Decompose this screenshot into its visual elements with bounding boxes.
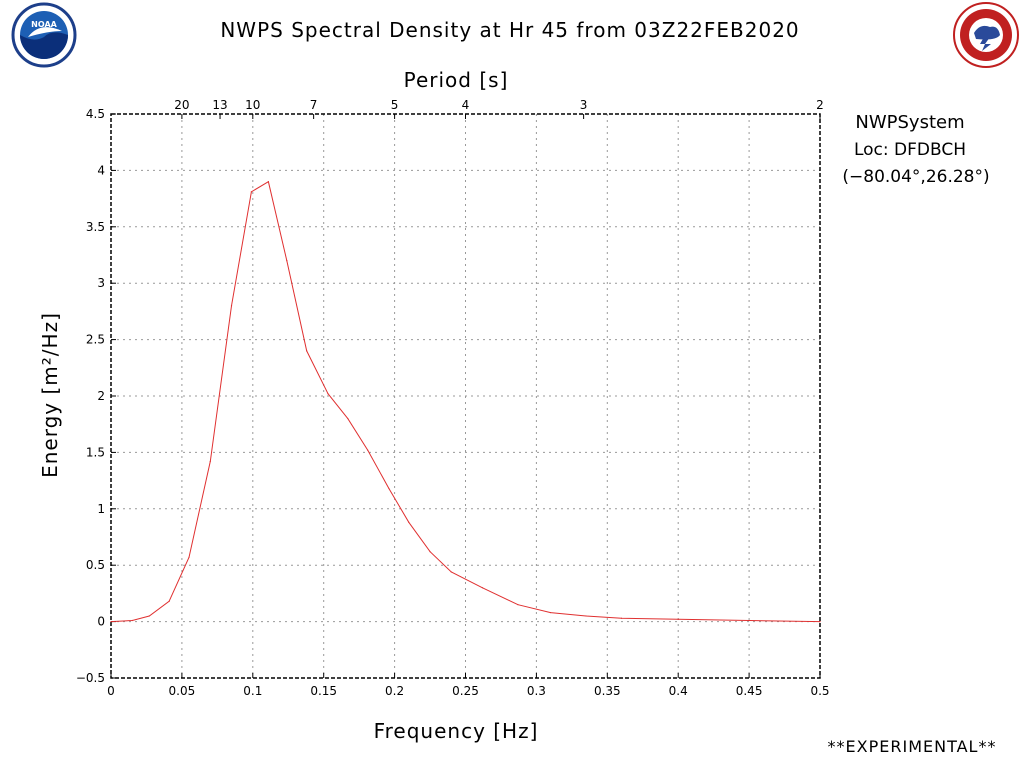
x2-axis-title: Period [s] xyxy=(404,68,509,92)
data-point xyxy=(620,617,623,619)
x-tick-label: 0.5 xyxy=(810,684,829,698)
data-point xyxy=(549,611,552,614)
data-point xyxy=(819,621,821,623)
data-point xyxy=(347,417,349,420)
period-tick-label: 10 xyxy=(245,98,260,112)
data-point xyxy=(209,460,211,463)
x-tick-label: 0 xyxy=(107,684,115,698)
x-tick-label: 0.4 xyxy=(669,684,688,698)
system-name: NWPSystem xyxy=(855,112,964,133)
axes xyxy=(110,113,821,679)
x-tick-label: 0.1 xyxy=(243,684,262,698)
x-tick-label: 0.05 xyxy=(169,684,196,698)
data-point xyxy=(327,393,329,395)
x-axis-title: Frequency [Hz] xyxy=(374,719,539,743)
y-tick-label: 2 xyxy=(97,389,105,403)
y-axis-title: Energy [m²/Hz] xyxy=(38,312,62,478)
chart-title: NWPS Spectral Density at Hr 45 from 03Z2… xyxy=(220,18,799,42)
data-point xyxy=(408,521,410,523)
x-tick-label: 0.45 xyxy=(736,684,763,698)
location-coords: (−80.04°,26.28°) xyxy=(842,167,989,187)
data-point xyxy=(429,551,431,553)
y-tick-label: 0 xyxy=(97,615,105,629)
data-point xyxy=(188,556,190,558)
x-tick-label: 0.2 xyxy=(385,684,404,698)
experimental-note: **EXPERIMENTAL** xyxy=(828,737,997,756)
data-point xyxy=(306,350,308,352)
data-point xyxy=(230,305,233,307)
period-tick-labels: 20 13 10 7 5 4 3 2 xyxy=(174,98,824,112)
data-point xyxy=(110,621,112,623)
data-point xyxy=(450,571,452,573)
data-point xyxy=(286,260,288,262)
x-tick-label: 0.3 xyxy=(527,684,546,698)
x-tick-label: 0.15 xyxy=(310,684,337,698)
data-point xyxy=(367,449,369,451)
data-point xyxy=(748,619,750,622)
data-point xyxy=(168,600,170,602)
y-tick-label: 0.5 xyxy=(86,558,105,572)
x-tick-label: 0.35 xyxy=(594,684,621,698)
data-point xyxy=(481,587,484,589)
data-point xyxy=(677,618,679,620)
x-tick-label: 0.25 xyxy=(452,684,479,698)
y-tick-label: 3 xyxy=(97,276,105,290)
data-point xyxy=(517,604,519,606)
y-tick-label: 4.5 xyxy=(86,107,105,121)
data-point xyxy=(148,615,150,617)
y-tick-label: 1.5 xyxy=(86,445,105,459)
data-point xyxy=(267,181,269,183)
period-tick-label: 3 xyxy=(580,98,588,112)
data-point xyxy=(585,615,587,617)
location-label: Loc: DFDBCH xyxy=(854,140,966,160)
period-tick-label: 4 xyxy=(462,98,470,112)
series-group xyxy=(110,180,821,623)
data-point xyxy=(131,619,133,622)
y-tick-label: 4 xyxy=(97,163,105,177)
grid-lines xyxy=(111,114,820,678)
y-tick-labels: −0.5 0 0.5 1 1.5 2 2.5 3 3.5 4 4.5 xyxy=(76,107,105,685)
data-point xyxy=(388,487,390,490)
y-tick-label: 3.5 xyxy=(86,220,105,234)
period-tick-label: 5 xyxy=(391,98,399,112)
series-line xyxy=(110,180,821,623)
period-tick-label: 13 xyxy=(212,98,227,112)
y-tick-label: 1 xyxy=(97,502,105,516)
y-tick-label: 2.5 xyxy=(86,333,105,347)
noaa-logo: NOAA xyxy=(11,2,77,68)
data-point xyxy=(250,191,252,193)
noaa-logo-text: NOAA xyxy=(31,20,57,29)
period-tick-label: 2 xyxy=(816,98,824,112)
period-tick-label: 7 xyxy=(310,98,318,112)
y-tick-label: −0.5 xyxy=(76,671,105,685)
period-tick-label: 20 xyxy=(174,98,189,112)
nws-logo xyxy=(953,2,1019,68)
x-tick-labels: 0 0.05 0.1 0.15 0.2 0.25 0.3 0.35 0.4 0.45 0.5 xyxy=(107,684,829,698)
